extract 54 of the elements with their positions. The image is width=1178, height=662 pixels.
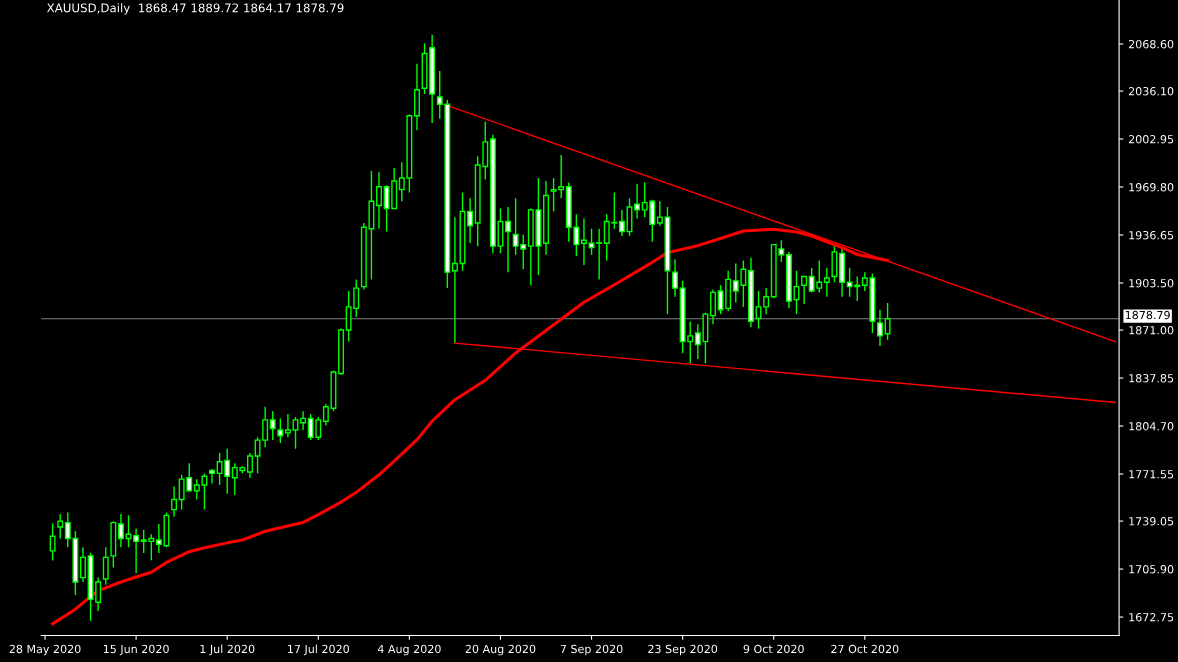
- y-tick-label: 1771.55: [1129, 470, 1174, 479]
- ref-line-label: 1878.79: [1125, 310, 1170, 320]
- chart-title: XAUUSD,Daily 1868.47 1889.72 1864.17 1878.79: [46, 3, 344, 15]
- candlestick: [49, 522, 56, 562]
- candlestick: [672, 258, 679, 298]
- candlestick: [102, 546, 109, 586]
- candlestick: [467, 197, 474, 244]
- x-tick-label: 20 Aug 2020: [465, 644, 536, 656]
- y-tick-label: 1739.05: [1129, 517, 1174, 526]
- y-tick-label: 1837.85: [1129, 374, 1174, 383]
- candlestick: [125, 514, 132, 548]
- candlestick: [171, 485, 178, 518]
- candlestick: [710, 288, 716, 325]
- candlestick: [292, 416, 299, 450]
- candlestick: [133, 527, 140, 574]
- x-tick-label: 17 Jul 2020: [288, 644, 349, 656]
- candlestick: [247, 452, 253, 479]
- x-tick-label: 27 Oct 2020: [831, 644, 899, 654]
- candlestick: [209, 468, 215, 485]
- candlestick: [269, 410, 276, 441]
- candlestick: [877, 309, 883, 347]
- candlestick: [300, 410, 307, 431]
- y-tick-label: 2002.95: [1128, 135, 1174, 144]
- candlestick: [580, 217, 587, 266]
- y-tick-label: 2036.10: [1128, 87, 1174, 96]
- y-tick-label: 1969.80: [1129, 183, 1174, 192]
- candlestick: [57, 513, 64, 540]
- candlestick: [618, 209, 625, 237]
- x-tick-label: 7 Sep 2020: [560, 644, 623, 656]
- y-tick-label: 1871.00: [1129, 326, 1174, 335]
- x-tick-label: 15 Jun 2020: [103, 644, 169, 656]
- candlestick: [80, 546, 86, 583]
- candlestick: [505, 206, 512, 273]
- candlestick: [277, 417, 284, 444]
- y-tick-label: 2068.60: [1128, 39, 1174, 49]
- y-tick-label: 1804.70: [1129, 422, 1174, 431]
- y-tick-label: 1672.75: [1129, 613, 1174, 622]
- candlestick: [634, 183, 641, 220]
- candlestick: [117, 513, 124, 548]
- x-tick-label: 28 May 2020: [9, 644, 81, 656]
- x-tick-label: 9 Oct 2020: [743, 644, 804, 654]
- y-tick-label: 1903.50: [1129, 278, 1174, 288]
- x-tick-label: 4 Aug 2020: [377, 644, 441, 656]
- candlestick: [284, 413, 291, 438]
- candlestick: [376, 171, 382, 230]
- candlestick: [155, 523, 162, 554]
- y-tick-label: 1936.65: [1129, 231, 1174, 240]
- candlestick: [884, 302, 891, 341]
- x-tick-label: 1 Jul 2020: [200, 644, 255, 656]
- x-tick-label: 23 Sep 2020: [648, 644, 718, 656]
- candlestick: [451, 216, 458, 344]
- candlestick: [823, 267, 830, 298]
- y-tick-label: 1705.90: [1129, 565, 1174, 574]
- candlestick: [801, 275, 808, 305]
